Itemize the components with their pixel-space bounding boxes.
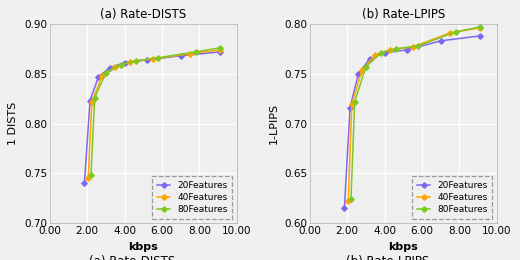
- 80Features: [88, 174, 94, 177]
- Text: (b) Rate-LPIPS: (b) Rate-LPIPS: [346, 255, 429, 260]
- Line: 80Features: 80Features: [349, 25, 482, 201]
- 80Features: [452, 30, 459, 34]
- 80Features: [118, 63, 124, 66]
- 40Features: [112, 65, 119, 68]
- 80Features: [393, 47, 399, 50]
- 20Features: [382, 51, 388, 54]
- 20Features: [355, 72, 361, 75]
- 20Features: [438, 39, 444, 42]
- 80Features: [363, 65, 369, 68]
- 40Features: [359, 68, 366, 71]
- 20Features: [87, 99, 93, 102]
- 40Features: [387, 48, 393, 51]
- 40Features: [345, 200, 352, 203]
- Y-axis label: 1 DISTS: 1 DISTS: [8, 102, 18, 145]
- 40Features: [447, 31, 453, 34]
- 40Features: [187, 52, 193, 55]
- X-axis label: kbps: kbps: [388, 242, 418, 252]
- Y-axis label: 1-LPIPS: 1-LPIPS: [268, 103, 278, 144]
- 40Features: [127, 60, 133, 63]
- Line: 20Features: 20Features: [343, 34, 482, 210]
- 40Features: [477, 26, 483, 29]
- 20Features: [477, 34, 483, 37]
- Line: 80Features: 80Features: [89, 46, 222, 177]
- Line: 40Features: 40Features: [346, 26, 482, 203]
- 40Features: [150, 57, 156, 60]
- Line: 40Features: 40Features: [86, 48, 222, 180]
- 80Features: [103, 71, 109, 74]
- 20Features: [81, 182, 87, 185]
- 80Features: [477, 25, 483, 28]
- 40Features: [372, 53, 379, 56]
- 20Features: [367, 57, 373, 60]
- 80Features: [155, 56, 161, 59]
- 80Features: [217, 46, 223, 49]
- 80Features: [352, 100, 358, 103]
- 20Features: [404, 48, 410, 51]
- 20Features: [217, 50, 223, 53]
- Title: (a) Rate-DISTS: (a) Rate-DISTS: [100, 8, 187, 21]
- 20Features: [122, 61, 128, 64]
- 20Features: [347, 106, 353, 109]
- 40Features: [410, 45, 416, 48]
- 80Features: [192, 50, 199, 53]
- Title: (b) Rate-LPIPS: (b) Rate-LPIPS: [362, 8, 445, 21]
- 80Features: [378, 51, 384, 54]
- 20Features: [178, 54, 184, 57]
- 80Features: [133, 59, 139, 62]
- Line: 20Features: 20Features: [83, 50, 222, 185]
- 20Features: [107, 66, 113, 69]
- 80Features: [415, 44, 421, 47]
- 80Features: [348, 198, 354, 201]
- Text: (a) Rate-DISTS: (a) Rate-DISTS: [89, 255, 176, 260]
- 40Features: [349, 102, 355, 105]
- Legend: 20Features, 40Features, 80Features: 20Features, 40Features, 80Features: [152, 177, 232, 219]
- 40Features: [89, 100, 95, 103]
- 40Features: [217, 48, 223, 51]
- 40Features: [99, 74, 106, 77]
- Legend: 20Features, 40Features, 80Features: 20Features, 40Features, 80Features: [412, 177, 492, 219]
- 80Features: [92, 96, 98, 99]
- 20Features: [341, 207, 347, 210]
- 20Features: [144, 58, 150, 61]
- 40Features: [85, 177, 92, 180]
- 20Features: [95, 75, 101, 78]
- X-axis label: kbps: kbps: [128, 242, 158, 252]
